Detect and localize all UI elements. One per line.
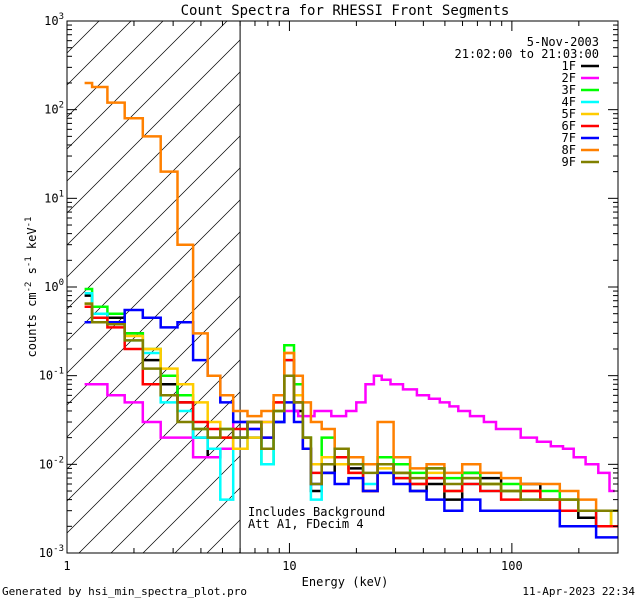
y-tick-label: 102	[44, 101, 64, 117]
plot-frame	[66, 20, 619, 554]
legend-label-6F: 6F	[562, 119, 576, 133]
y-axis-label: counts cm-2 s-1 keV-1	[24, 217, 39, 358]
series-8F-line	[84, 81, 618, 512]
generated-by-footer: Generated by hsi_min_spectra_plot.pro	[2, 585, 247, 598]
legend-label-4F: 4F	[562, 95, 576, 109]
hatch-line	[67, 263, 241, 438]
axis-ticks	[66, 21, 619, 554]
y-tick-label: 100	[44, 278, 64, 294]
y-tick-label: 103	[44, 12, 64, 28]
hatch-line	[78, 391, 241, 553]
x-tick-label: 100	[501, 559, 523, 573]
legend-label-8F: 8F	[562, 143, 576, 157]
hatch-line	[142, 455, 241, 553]
legend-label-3F: 3F	[562, 83, 576, 97]
hatch-line	[110, 423, 241, 553]
timestamp-footer: 11-Apr-2023 22:34	[522, 585, 635, 598]
info-block: 5-Nov-2003 21:02:00 to 21:03:00	[455, 35, 600, 61]
hatch-line	[67, 21, 228, 182]
hatch-line	[67, 21, 132, 86]
y-tick-label: 10-1	[39, 367, 64, 383]
hatch-line	[67, 199, 241, 374]
hatch-line	[67, 71, 241, 246]
y-tick-label: 101	[44, 189, 64, 205]
hatch-line	[67, 359, 241, 534]
hatch-line	[67, 167, 241, 342]
x-axis-label: Energy (keV)	[302, 575, 389, 589]
annotation-line-1: Includes Background	[248, 505, 385, 519]
legend-label-7F: 7F	[562, 131, 576, 145]
hatch-line	[67, 21, 196, 150]
hatch-line	[67, 135, 241, 310]
legend-label-1F: 1F	[562, 59, 576, 73]
annotation-line-2: Att A1, FDecim 4	[248, 517, 364, 531]
y-tick-label: 10-3	[39, 544, 64, 560]
chart-title: Count Spectra for RHESSI Front Segments	[181, 3, 510, 19]
y-tick-labels: 10-3 10-2 10-1 100 101 102 103	[39, 12, 64, 560]
legend-label-2F: 2F	[562, 71, 576, 85]
observation-time-range: 21:02:00 to 21:03:00	[455, 47, 600, 61]
legend-label-5F: 5F	[562, 107, 576, 121]
x-tick-labels: 1 10 100	[63, 559, 522, 573]
series-2F-line	[84, 374, 615, 493]
series-5F-line	[84, 302, 618, 528]
legend-label-9F: 9F	[562, 155, 576, 169]
excluded-energy-hatch	[67, 21, 241, 553]
hatch-line	[67, 327, 241, 502]
y-tick-label: 10-2	[39, 455, 64, 471]
hatch-line	[67, 231, 241, 406]
x-tick-label: 1	[63, 559, 70, 573]
x-tick-label: 10	[282, 559, 296, 573]
background-annotation: Includes Background Att A1, FDecim 4	[248, 505, 385, 531]
hatch-line	[67, 103, 241, 278]
series-9F-line	[84, 302, 618, 512]
observation-date: 5-Nov-2003	[527, 35, 599, 49]
spectra-series	[84, 81, 618, 539]
series-7F-line	[84, 308, 618, 539]
hatch-line	[67, 39, 241, 214]
